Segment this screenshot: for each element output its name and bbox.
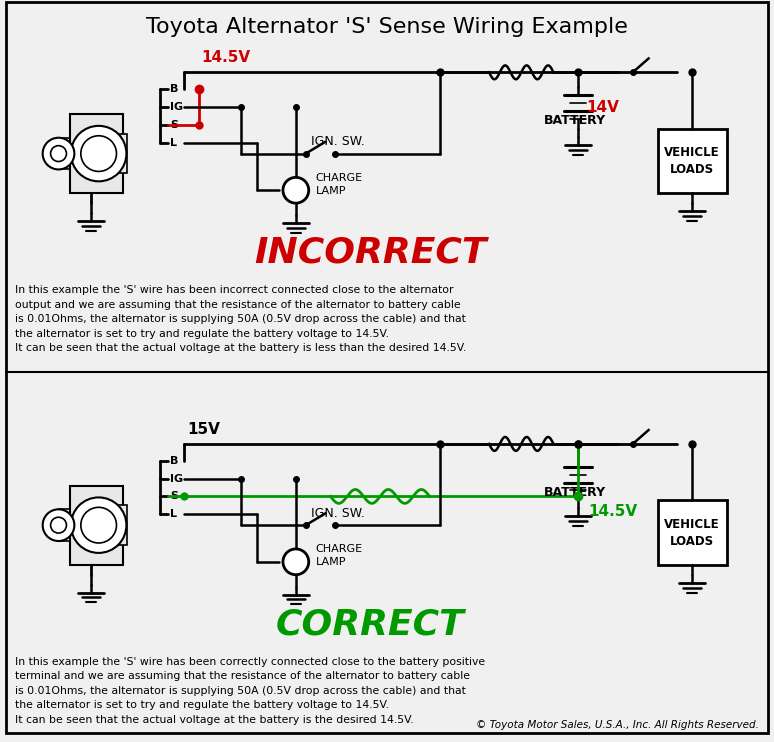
Text: B: B <box>170 456 178 466</box>
Text: 15V: 15V <box>187 421 220 436</box>
Circle shape <box>43 138 74 169</box>
Text: In this example the 'S' wire has been incorrect connected close to the alternato: In this example the 'S' wire has been in… <box>15 286 467 353</box>
Bar <box>657 129 727 193</box>
Text: IGN. SW.: IGN. SW. <box>310 135 365 148</box>
Text: CHARGE
LAMP: CHARGE LAMP <box>316 173 363 196</box>
Bar <box>113 134 127 174</box>
Text: IG: IG <box>170 473 183 484</box>
Text: CHARGE
LAMP: CHARGE LAMP <box>316 545 363 568</box>
Text: In this example the 'S' wire has been correctly connected close to the battery p: In this example the 'S' wire has been co… <box>15 657 485 724</box>
Bar <box>113 505 127 545</box>
Bar <box>70 114 123 193</box>
Text: L: L <box>170 138 177 148</box>
Text: Toyota Alternator 'S' Sense Wiring Example: Toyota Alternator 'S' Sense Wiring Examp… <box>146 17 628 37</box>
Circle shape <box>71 126 126 181</box>
Text: BATTERY: BATTERY <box>543 486 606 499</box>
Text: 14.5V: 14.5V <box>202 50 251 65</box>
Text: L: L <box>170 509 177 519</box>
Text: S: S <box>170 491 178 502</box>
Text: B: B <box>170 84 178 94</box>
Circle shape <box>283 177 309 203</box>
Text: Mtpbs6: Mtpbs6 <box>151 200 689 453</box>
Text: BATTERY: BATTERY <box>543 114 606 128</box>
Text: IG: IG <box>170 102 183 112</box>
Text: CORRECT: CORRECT <box>276 607 464 641</box>
Text: 14V: 14V <box>586 99 619 114</box>
Text: INCORRECT: INCORRECT <box>254 236 486 269</box>
Bar <box>657 500 727 565</box>
Text: IGN. SW.: IGN. SW. <box>310 507 365 520</box>
Text: VEHICLE
LOADS: VEHICLE LOADS <box>664 146 720 176</box>
Bar <box>70 485 123 565</box>
Text: 14.5V: 14.5V <box>588 504 637 519</box>
Circle shape <box>283 549 309 575</box>
Text: S: S <box>170 120 178 130</box>
Circle shape <box>43 509 74 541</box>
Text: © Toyota Motor Sales, U.S.A., Inc. All Rights Reserved.: © Toyota Motor Sales, U.S.A., Inc. All R… <box>476 720 759 730</box>
Text: VEHICLE
LOADS: VEHICLE LOADS <box>664 518 720 548</box>
Circle shape <box>71 497 126 553</box>
